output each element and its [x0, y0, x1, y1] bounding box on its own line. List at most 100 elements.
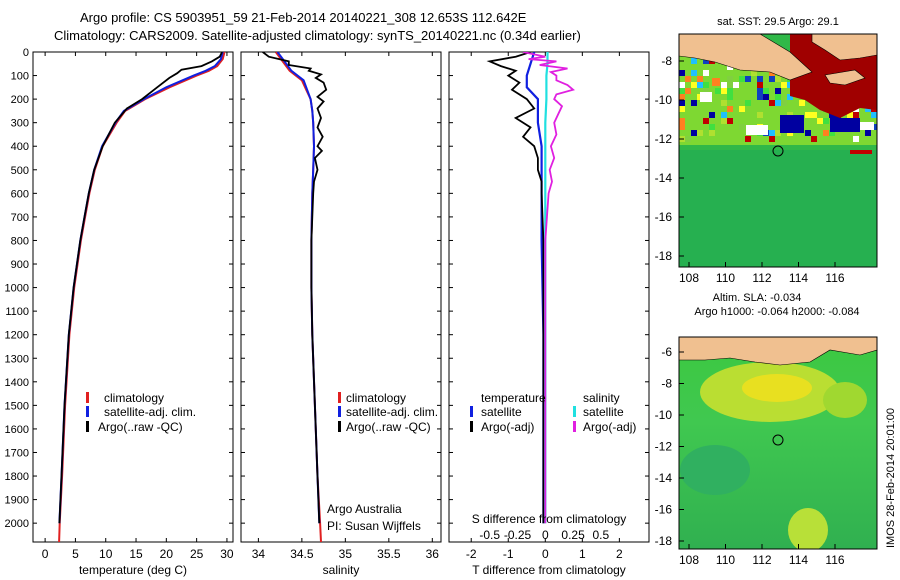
lon-tick-label: 114: [789, 271, 808, 285]
sst-cell: [685, 88, 691, 94]
sla-low-west: [680, 445, 750, 495]
s-difference-axis: -0.5 -0.25 0 0.25 0.5: [479, 528, 609, 542]
sst-cell: [703, 88, 709, 94]
sst-cell: [727, 106, 733, 112]
lon-tick-label: 108: [679, 553, 699, 567]
series-line-satellite-adj-clim-: [276, 52, 321, 524]
depth-tick-label: 2000: [5, 518, 29, 530]
lat-tick-label: -8: [661, 377, 672, 391]
sst-cell: [745, 100, 751, 106]
lat-tick-label: -16: [655, 503, 673, 517]
legend-swatch-climatology: [338, 392, 341, 403]
legend-swatch-s-argo: [573, 421, 576, 432]
sla-high-core: [742, 374, 812, 402]
sst-cell: [775, 94, 781, 100]
sst-cell: [757, 88, 763, 94]
sst-cell: [685, 136, 691, 142]
lon-tick-label: 108: [679, 271, 699, 285]
legend-swatch-argo: [86, 421, 89, 432]
sst-cell: [757, 76, 763, 82]
x-tick-label: 34.5: [290, 547, 314, 561]
legend-label-t-satellite: satellite: [481, 405, 522, 419]
lat-tick-label: -14: [655, 471, 673, 485]
sst-cell: [709, 124, 715, 130]
sst-cell: [805, 112, 811, 118]
sst-cell: [829, 112, 835, 118]
legend-swatch-satellite: [86, 406, 89, 417]
sst-cell: [697, 76, 703, 82]
sla-high-south: [788, 508, 828, 549]
sst-cell: [769, 136, 775, 142]
sst-cell: [691, 130, 697, 136]
header-line1: Argo profile: CS 5903951_59 21-Feb-2014 …: [80, 10, 527, 25]
header-line2: Climatology: CARS2009. Satellite-adjuste…: [54, 28, 581, 43]
lon-tick-label: 116: [825, 553, 844, 567]
sst-feature: [746, 125, 768, 135]
depth-tick-label: 1800: [5, 471, 29, 483]
sst-cell: [781, 100, 787, 106]
lon-tick-label: 110: [716, 553, 735, 567]
sst-cell: [757, 94, 763, 100]
sst-lon-axis: 108 110 112 114 116: [679, 262, 845, 285]
sst-cell: [733, 82, 739, 88]
legend-swatch-t-satellite: [470, 406, 473, 417]
x-tick-label: 5: [72, 547, 79, 561]
sst-cell: [721, 88, 727, 94]
sst-cell: [727, 88, 733, 94]
legend-label-satellite: satellite-adj. clim.: [104, 405, 196, 419]
s-tick-label: 0: [542, 528, 549, 542]
sst-map-title: sat. SST: 29.5 Argo: 29.1: [717, 16, 839, 28]
depth-tick-label: 300: [11, 118, 29, 130]
depth-tick-label: 600: [11, 188, 29, 200]
temperature-series: [58, 52, 226, 542]
inner-depth-ticks: [229, 51, 649, 524]
difference-series: [486, 52, 575, 524]
sla-map: Altim. SLA: -0.034 Argo h1000: -0.064 h2…: [655, 292, 878, 567]
sst-map: sat. SST: 29.5 Argo: 29.1 -8 -10 -12 -14 -16…: [655, 16, 878, 285]
x-tick-label: 30: [220, 547, 234, 561]
sst-cell: [703, 118, 709, 124]
sst-cell: [775, 130, 781, 136]
lat-tick-label: -8: [661, 54, 672, 68]
x-tick-label: 10: [99, 547, 113, 561]
sst-cell: [775, 88, 781, 94]
sst-cell: [679, 88, 685, 94]
lat-tick-label: -14: [655, 171, 673, 185]
sst-cell: [739, 106, 745, 112]
x-tick-label: -2: [466, 547, 477, 561]
sst-cell: [775, 76, 781, 82]
sst-feature: [712, 78, 720, 86]
sst-cell: [775, 100, 781, 106]
series-line-argo-raw-qc-: [58, 52, 223, 524]
sst-lat-axis: -8 -10 -12 -14 -16 -18: [655, 54, 684, 263]
sst-cell: [703, 82, 709, 88]
sst-cell: [679, 82, 685, 88]
x-tick-label: 0: [42, 547, 49, 561]
sst-cell: [853, 136, 859, 142]
sst-cell: [799, 100, 805, 106]
sst-cell: [811, 112, 817, 118]
sst-cell: [721, 82, 727, 88]
depth-axis: 0 100 200 300 400 500 600 700 800 900 1000 1100 1200…: [5, 47, 37, 530]
legend-label-climatology: climatology: [104, 391, 164, 405]
sst-feature: [860, 122, 874, 130]
sst-cell: [691, 100, 697, 106]
lat-tick-label: -12: [655, 132, 673, 146]
series-line-satellite-adj-clim-: [58, 52, 224, 524]
lon-tick-label: 112: [752, 553, 771, 567]
x-tick-label: 2: [616, 547, 623, 561]
sla-argo-position-marker: [772, 434, 784, 446]
sla-lat-axis: -6 -8 -10 -12 -14 -16 -18: [655, 345, 684, 548]
lon-tick-label: 110: [716, 271, 735, 285]
sst-cell: [811, 136, 817, 142]
sla-map-frame: [678, 336, 878, 550]
legend-swatch-t-argo: [470, 421, 473, 432]
depth-tick-label: 1900: [5, 495, 29, 507]
legend-swatch-s-satellite: [573, 406, 576, 417]
sst-cell: [679, 94, 685, 100]
depth-tick-label: 0: [23, 47, 29, 59]
x-tick-label: 34: [252, 547, 266, 561]
x-tick-label: 20: [160, 547, 174, 561]
lat-tick-label: -18: [655, 249, 673, 263]
lat-tick-label: -16: [655, 210, 673, 224]
